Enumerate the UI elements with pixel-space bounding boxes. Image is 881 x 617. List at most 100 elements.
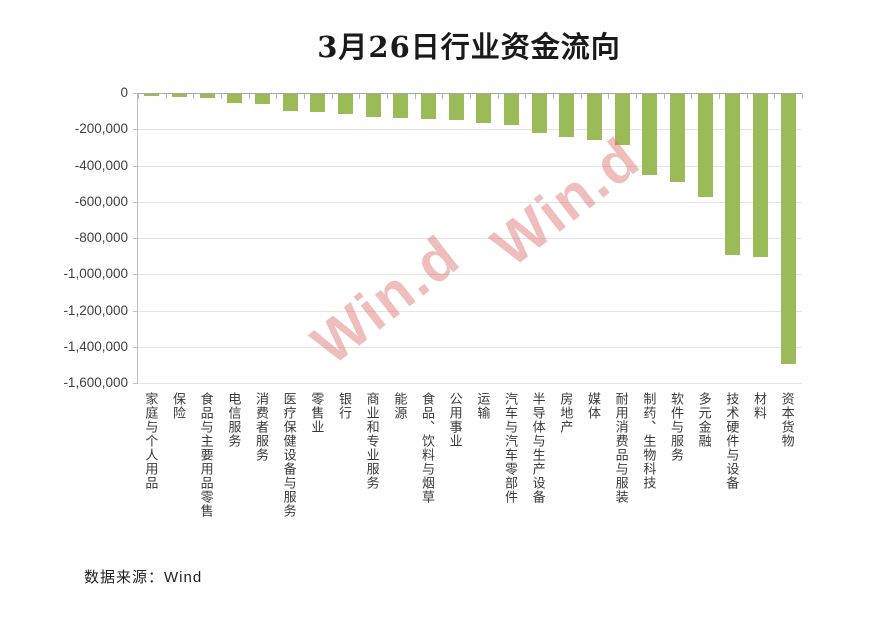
bar-银行: [338, 94, 353, 114]
gridline: [138, 383, 802, 384]
bar-公用事业: [448, 94, 464, 120]
y-tick-label: -800,000: [74, 230, 128, 245]
y-axis-tick: [133, 383, 138, 384]
bar-能源: [393, 94, 409, 118]
x-category-label: 零售业: [309, 392, 325, 434]
y-axis-tick: [133, 274, 138, 276]
x-axis-tick: [165, 94, 167, 99]
x-category-label: 医疗保健设备与服务: [281, 392, 297, 518]
gridline: [138, 310, 802, 312]
x-axis-tick: [691, 94, 693, 99]
source-note: 数据来源：Wind: [84, 569, 203, 586]
bar-材料: [753, 94, 768, 257]
y-tick-label: 0: [120, 85, 128, 100]
x-category-label: 电信服务: [226, 392, 242, 448]
y-axis-tick: [133, 201, 138, 203]
y-tick-label: -400,000: [74, 157, 128, 173]
x-category-label: 运输: [475, 392, 491, 420]
x-axis-tick: [414, 94, 416, 99]
x-axis-tick: [663, 94, 665, 99]
x-category-label: 制药、生物科技: [641, 392, 657, 490]
x-category-label: 公用事业: [447, 392, 463, 448]
bar-资本货物: [780, 94, 796, 364]
x-axis-tick: [719, 94, 720, 99]
gridline: [138, 129, 802, 131]
x-axis-tick: [442, 94, 444, 99]
x-category-label: 汽车与汽车零部件: [503, 392, 518, 504]
bar-多元金融: [697, 94, 713, 197]
bar-运输: [476, 94, 492, 123]
x-axis-tick: [636, 94, 637, 99]
y-axis-labels: 0 -200,000 -400,000 -600,000 -800,000 -1,000,…: [0, 85, 128, 390]
bar-食品、饮料与烟草: [421, 94, 436, 119]
x-category-label: 食品与主要用品零售: [198, 392, 214, 518]
gridline: [138, 165, 802, 167]
bar-医疗保健设备与服务: [282, 94, 298, 111]
x-category-label: 保险: [171, 392, 186, 420]
x-axis-tick: [221, 94, 222, 99]
gridline: [138, 346, 802, 348]
x-category-label: 能源: [392, 392, 408, 420]
y-axis-tick: [133, 346, 138, 348]
bar-消费者服务: [255, 94, 270, 104]
bar-食品与主要用品零售: [199, 94, 215, 98]
x-category-label: 多元金融: [696, 392, 712, 448]
x-axis-tick: [138, 94, 139, 99]
x-axis-tick: [774, 94, 776, 99]
x-axis-tick: [387, 94, 388, 99]
x-axis-tick: [746, 94, 748, 99]
x-axis-tick: [580, 94, 582, 99]
bar-技术硬件与设备: [725, 94, 741, 255]
bar-零售业: [310, 94, 326, 112]
x-category-label: 媒体: [586, 392, 601, 420]
bar-汽车与汽车零部件: [504, 94, 519, 125]
x-axis-tick: [359, 94, 361, 99]
x-axis-tick: [331, 94, 333, 99]
x-axis-tick: [470, 94, 471, 99]
gridline: [138, 201, 802, 203]
y-axis-tick: [133, 165, 138, 167]
gridline: [138, 274, 802, 276]
x-category-label: 耐用消费品与服装: [613, 392, 629, 504]
bar-耐用消费品与服装: [614, 94, 630, 145]
x-category-label: 半导体与生产设备: [530, 392, 546, 504]
plot-area: [133, 93, 803, 384]
x-axis-tick: [248, 94, 250, 99]
gridline: [138, 238, 802, 239]
x-axis-tick: [276, 94, 278, 99]
x-axis-tick: [802, 94, 803, 99]
x-category-label: 家庭与个人用品: [143, 392, 159, 490]
x-category-label: 材料: [752, 392, 767, 420]
bar-软件与服务: [670, 94, 685, 182]
x-category-label: 商业和专业服务: [364, 392, 380, 490]
x-category-label: 消费者服务: [254, 392, 269, 462]
y-axis-tick: [133, 238, 138, 239]
y-tick-label: -1,600,000: [63, 375, 128, 390]
x-category-label: 食品、饮料与烟草: [420, 392, 435, 504]
x-axis-tick: [304, 94, 305, 99]
x-category-label: 资本货物: [779, 392, 795, 448]
y-axis-tick: [133, 129, 138, 131]
y-tick-label: -200,000: [74, 121, 128, 137]
y-axis-tick: [133, 93, 138, 94]
bar-半导体与生产设备: [531, 94, 547, 133]
bar-制药、生物科技: [642, 94, 658, 175]
bar-媒体: [587, 94, 602, 140]
bar-保险: [172, 94, 187, 97]
bar-房地产: [559, 94, 575, 137]
x-axis-tick: [608, 94, 610, 99]
x-category-label: 技术硬件与设备: [724, 392, 740, 490]
x-axis-tick: [193, 94, 195, 99]
x-category-label: 房地产: [558, 392, 574, 434]
x-axis-tick: [525, 94, 527, 99]
y-tick-label: -600,000: [74, 193, 128, 209]
bar-家庭与个人用品: [144, 94, 160, 96]
x-axis-tick: [497, 94, 499, 99]
y-axis-tick: [133, 310, 138, 312]
x-category-label: 软件与服务: [669, 392, 684, 462]
bar-商业和专业服务: [365, 94, 381, 117]
y-tick-label: -1,400,000: [63, 338, 128, 354]
bar-电信服务: [227, 94, 243, 103]
x-axis-tick: [553, 94, 554, 99]
